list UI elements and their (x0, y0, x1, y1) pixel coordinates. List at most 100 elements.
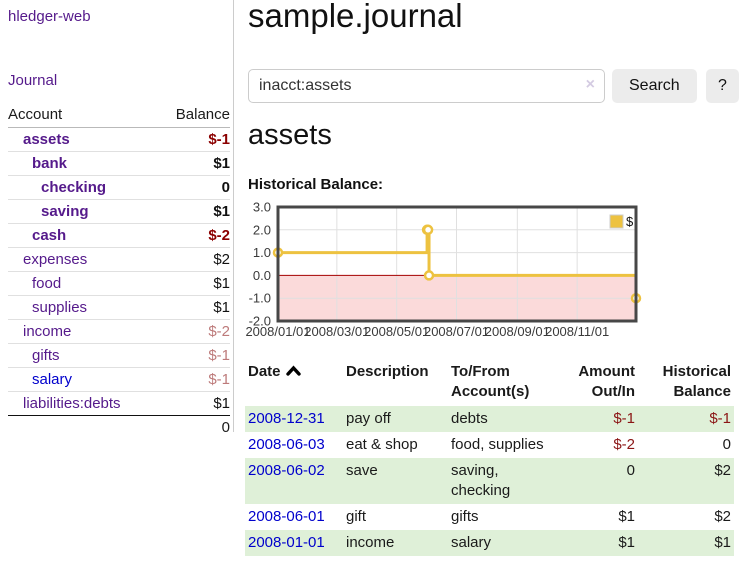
account-balance: $1 (213, 155, 230, 172)
account-link[interactable]: expenses (23, 251, 88, 268)
account-link[interactable]: liabilities:debts (23, 395, 121, 412)
account-link[interactable]: gifts (32, 347, 60, 364)
account-balance: $-1 (208, 347, 230, 364)
transaction-description: eat & shop (346, 436, 418, 453)
transaction-date-link[interactable]: 2008-01-01 (248, 534, 325, 551)
brand-link[interactable]: hledger-web (8, 8, 91, 25)
legend-swatch (609, 214, 624, 229)
account-balance: $1 (213, 395, 230, 412)
account-heading: assets (248, 119, 332, 151)
sort-ascending-icon (285, 365, 301, 376)
chart-title: Historical Balance: (248, 176, 384, 193)
transaction-description: pay off (346, 410, 391, 427)
account-balance: $2 (213, 251, 230, 268)
account-balance: $-2 (208, 323, 230, 340)
transaction-date-link[interactable]: 2008-06-02 (248, 462, 325, 479)
main-content: sample.journal × Search ? assets Histori… (245, 0, 742, 582)
account-balance: 0 (221, 179, 230, 196)
account-link[interactable]: saving (41, 203, 89, 220)
transaction-description: gift (346, 508, 367, 525)
transaction-row: 2008-01-01 income salary $1 $1 (245, 530, 734, 556)
transaction-accounts: food, supplies (451, 436, 544, 453)
account-row: food $1 (8, 271, 230, 296)
register-column-header: Historical Balance (638, 358, 734, 406)
clear-search-icon[interactable]: × (585, 76, 595, 93)
account-row: salary $-1 (8, 367, 230, 392)
register-column-label: Historical Balance (662, 363, 731, 400)
register-column-label: Description (346, 363, 429, 380)
transaction-date-link[interactable]: 2008-06-03 (248, 436, 325, 453)
nav-journal-link[interactable]: Journal (8, 72, 58, 89)
account-link[interactable]: assets (23, 131, 70, 148)
transaction-balance: $2 (714, 508, 731, 525)
account-balance: $-2 (208, 227, 230, 244)
x-tick-label: 2008/03/01 (304, 324, 369, 339)
account-balance: $1 (213, 299, 230, 316)
accounts-total-spacer (8, 415, 158, 439)
x-tick-label: 2008/11/01 (545, 324, 609, 339)
search-box: × (248, 69, 605, 103)
account-row: checking 0 (8, 175, 230, 200)
y-tick-label: 0.0 (253, 268, 271, 283)
transaction-date-link[interactable]: 2008-12-31 (248, 410, 325, 427)
transaction-amount: $1 (618, 534, 635, 551)
data-point-marker (423, 270, 435, 281)
account-link[interactable]: cash (32, 227, 67, 244)
register-column-header: Description (343, 358, 448, 406)
register-column-label: To/From Account(s) (451, 363, 530, 400)
account-row: expenses $2 (8, 247, 230, 272)
transaction-accounts: gifts (451, 508, 479, 525)
y-tick-label: 1.0 (253, 245, 271, 260)
register-column-header: To/From Account(s) (448, 358, 560, 406)
account-link[interactable]: supplies (32, 299, 88, 316)
historical-balance-chart[interactable]: 3.0 2.0 1.0 0.0 -1.0 -2.02008/01/012008/03/01… (241, 201, 643, 341)
y-tick-label: -2.0 (249, 314, 271, 329)
transaction-amount: 0 (626, 462, 635, 479)
page-title: sample.journal (248, 0, 463, 34)
account-row: cash $-2 (8, 223, 230, 248)
x-tick-label: 2008/05/01 (364, 324, 429, 339)
account-link[interactable]: bank (32, 155, 68, 172)
transaction-amount: $-1 (613, 410, 635, 427)
help-button[interactable]: ? (706, 69, 739, 103)
register-column-header[interactable]: Date (245, 358, 343, 406)
transaction-accounts: salary (451, 534, 492, 551)
accounts-table: Account Balance assets $-1 bank $1 checking 0… (8, 104, 230, 439)
search-button[interactable]: Search (612, 69, 697, 103)
transaction-accounts: saving, checking (451, 462, 511, 499)
transaction-amount: $-2 (613, 436, 635, 453)
y-tick-label: 2.0 (253, 222, 271, 237)
x-tick-label: 2008/09/01 (485, 324, 550, 339)
search-form: × Search ? (248, 69, 742, 103)
account-link[interactable]: salary (32, 371, 73, 388)
account-row: saving $1 (8, 199, 230, 224)
account-row: supplies $1 (8, 295, 230, 320)
transaction-date-link[interactable]: 2008-06-01 (248, 508, 325, 525)
transaction-amount: $1 (618, 508, 635, 525)
search-input[interactable] (248, 69, 605, 103)
transaction-row: 2008-12-31 pay off debts $-1 $-1 (245, 406, 734, 432)
y-tick-label: -1.0 (249, 291, 271, 306)
transaction-balance: $2 (714, 462, 731, 479)
account-row: liabilities:debts $1 (8, 392, 230, 416)
register-column-header: Amount Out/In (560, 358, 638, 406)
transaction-balance: $1 (714, 534, 731, 551)
account-row: assets $-1 (8, 127, 230, 152)
accounts-total-value: 0 (157, 415, 230, 439)
accounts-total-row: 0 (8, 415, 230, 439)
account-balance: $1 (213, 275, 230, 292)
account-row: income $-2 (8, 319, 230, 344)
account-link[interactable]: food (32, 275, 62, 292)
transaction-row: 2008-06-03 eat & shop food, supplies $-2 0 (245, 432, 734, 458)
x-tick-label: 2008/01/01 (245, 324, 310, 339)
account-row: bank $1 (8, 151, 230, 176)
accounts-header-account: Account (8, 104, 158, 128)
register-column-label: Date (248, 363, 281, 380)
account-row: gifts $-1 (8, 343, 230, 368)
transaction-description: income (346, 534, 395, 551)
account-link[interactable]: checking (41, 179, 107, 196)
account-link[interactable]: income (23, 323, 72, 340)
x-tick-label: 2008/07/01 (424, 324, 489, 339)
y-tick-label: 3.0 (253, 201, 271, 215)
register-table: Date Description To/From Account(s) Amount … (245, 358, 734, 556)
